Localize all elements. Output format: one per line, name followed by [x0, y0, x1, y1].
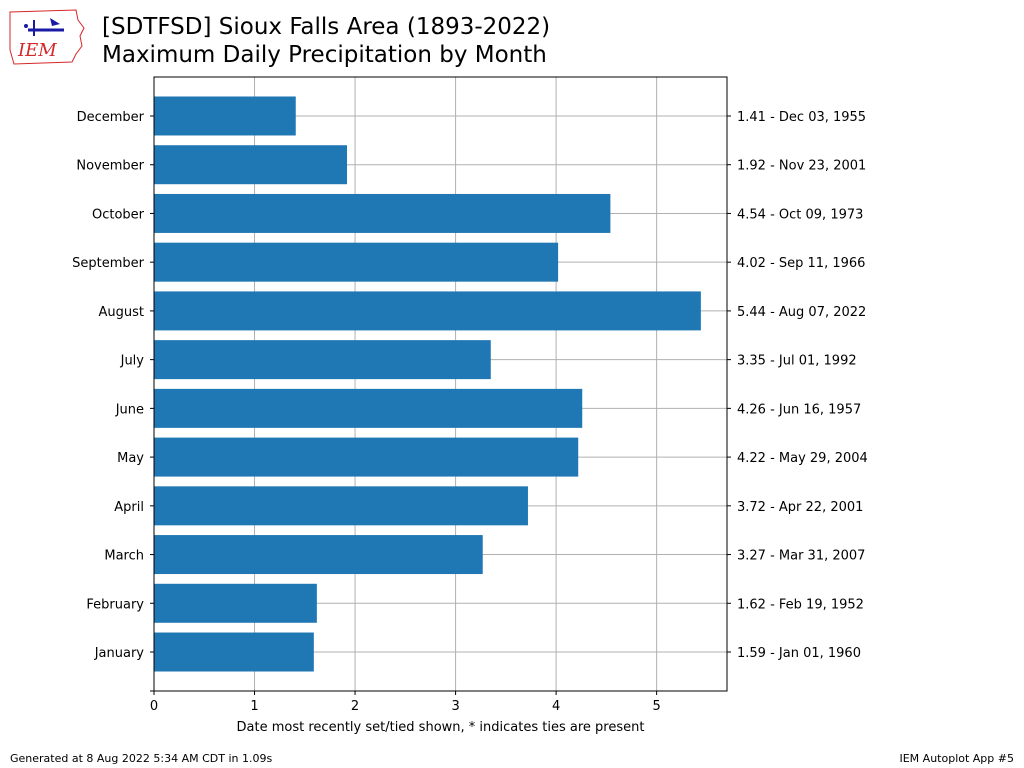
- plot-frame: [153, 76, 728, 692]
- logo-text: IEM: [17, 40, 57, 61]
- chart-title-line-2: Maximum Daily Precipitation by Month: [102, 42, 547, 68]
- right-value-label: 5.44 - Aug 07, 2022: [737, 305, 866, 320]
- bar-september: [154, 242, 559, 282]
- logo-flag-icon: [50, 18, 60, 26]
- bar-march: [154, 535, 483, 575]
- y-tick-label: June: [115, 402, 144, 417]
- bar-june: [154, 388, 583, 428]
- chart-title-line-1: [SDTFSD] Sioux Falls Area (1893-2022): [102, 14, 551, 40]
- iem-logo: IEM: [9, 9, 85, 65]
- bar-february: [154, 583, 317, 623]
- right-value-label: 1.62 - Feb 19, 1952: [737, 597, 864, 612]
- bar-january: [154, 632, 314, 672]
- footer-app-label: IEM Autoplot App #5: [899, 752, 1014, 765]
- x-tick-label: 5: [652, 699, 660, 714]
- x-axis-label: Date most recently set/tied shown, * ind…: [237, 720, 645, 735]
- bar-july: [154, 340, 491, 380]
- iowa-outline-shape: [9, 9, 85, 65]
- right-value-label: 1.59 - Jan 01, 1960: [737, 646, 861, 661]
- bar-april: [154, 486, 528, 526]
- y-tick-label: March: [104, 549, 144, 564]
- y-tick-label: May: [117, 451, 144, 466]
- x-tick-label: 4: [552, 699, 560, 714]
- right-value-label: 4.54 - Oct 09, 1973: [737, 207, 863, 222]
- x-tick-label: 3: [451, 699, 459, 714]
- bar-august: [154, 291, 701, 331]
- right-value-label: 1.92 - Nov 23, 2001: [737, 159, 866, 174]
- y-tick-label: January: [94, 646, 145, 661]
- bar-december: [154, 96, 296, 136]
- bar-may: [154, 437, 579, 477]
- x-tick-label: 0: [150, 699, 158, 714]
- y-tick-label: October: [92, 207, 145, 222]
- y-tick-label: February: [86, 597, 144, 612]
- right-value-label: 4.26 - Jun 16, 1957: [737, 402, 861, 417]
- y-tick-label: July: [120, 354, 145, 369]
- y-tick-label: April: [114, 500, 144, 515]
- logo-drop-icon: [24, 24, 28, 28]
- y-tick-label: August: [99, 305, 145, 320]
- x-tick-label: 1: [250, 699, 258, 714]
- y-tick-label: December: [77, 110, 145, 125]
- right-value-label: 4.22 - May 29, 2004: [737, 451, 868, 466]
- y-tick-label: November: [76, 159, 144, 174]
- bar-october: [154, 193, 611, 233]
- right-value-label: 3.27 - Mar 31, 2007: [737, 549, 865, 564]
- bar-november: [154, 145, 348, 185]
- x-tick-label: 2: [351, 699, 359, 714]
- right-value-label: 1.41 - Dec 03, 1955: [737, 110, 866, 125]
- footer-generated-text: Generated at 8 Aug 2022 5:34 AM CDT in 1…: [10, 752, 273, 765]
- right-value-label: 3.35 - Jul 01, 1992: [737, 354, 857, 369]
- right-value-label: 4.02 - Sep 11, 1966: [737, 256, 865, 271]
- y-tick-label: September: [72, 256, 145, 271]
- right-value-label: 3.72 - Apr 22, 2001: [737, 500, 863, 515]
